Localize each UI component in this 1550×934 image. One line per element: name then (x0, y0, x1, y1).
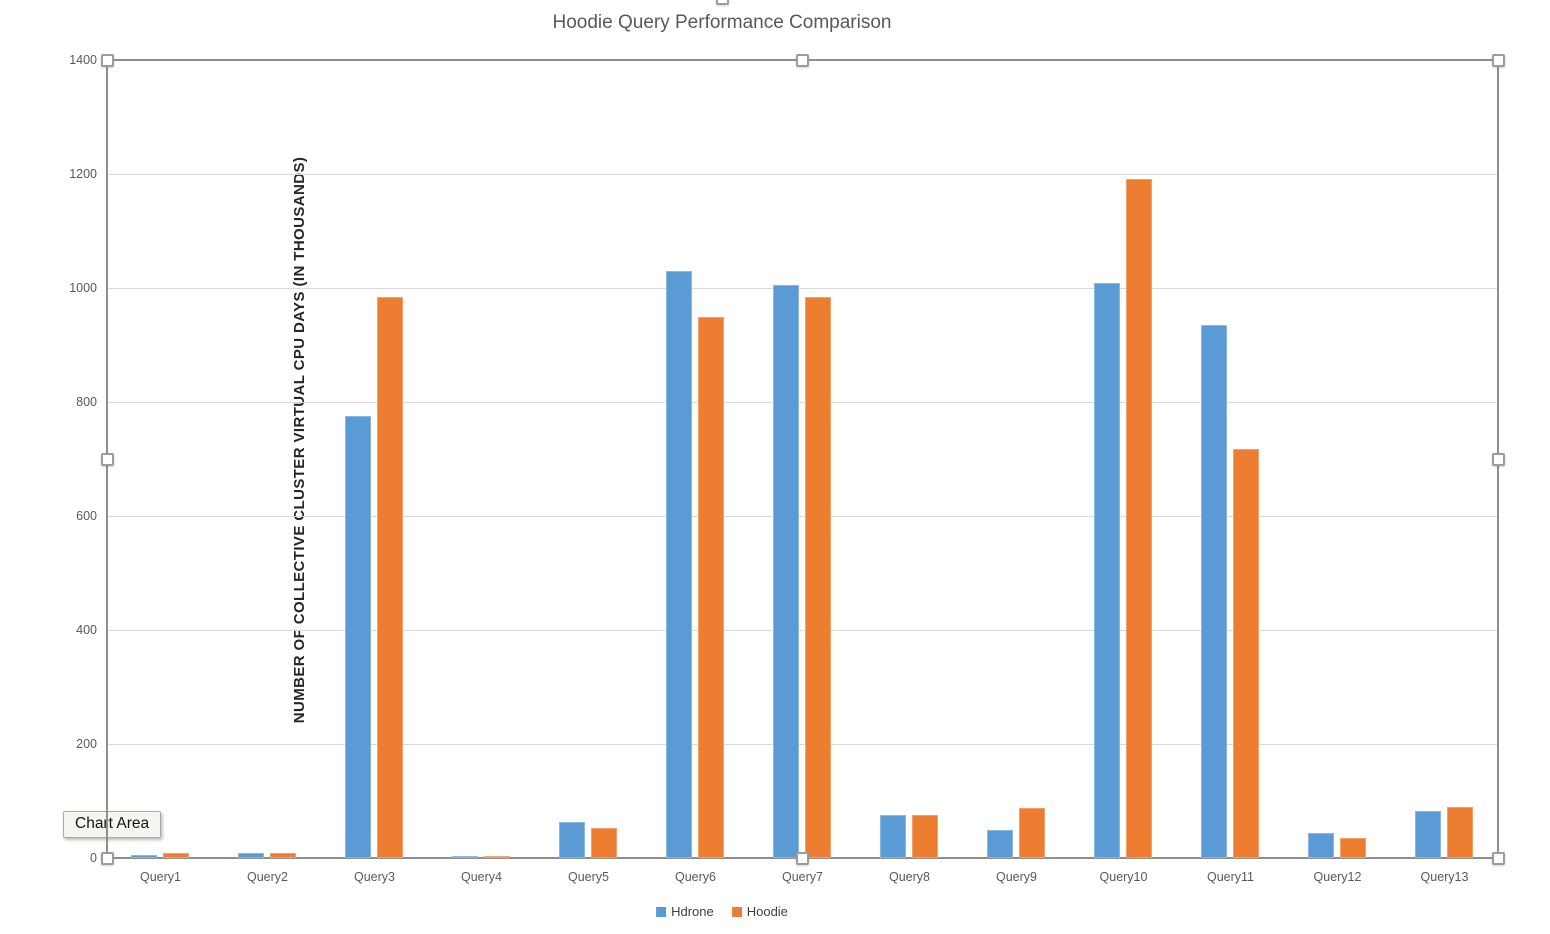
selection-handle-top-center[interactable] (796, 53, 809, 67)
x-axis-category-label: Query1 (140, 870, 181, 884)
x-axis-category-label: Query2 (247, 870, 288, 884)
legend-item-hdrone[interactable]: Hdrone (656, 904, 714, 919)
y-gridline (107, 744, 1498, 745)
bar-hoodie-query6[interactable] (697, 316, 724, 858)
bar-hdrone-query5[interactable] (558, 821, 585, 858)
bar-hdrone-query6[interactable] (665, 270, 692, 858)
y-axis-tick-label: 200 (76, 737, 97, 751)
bar-hoodie-query9[interactable] (1018, 808, 1045, 858)
x-axis-category-label: Query10 (1099, 870, 1148, 884)
bar-hoodie-query10[interactable] (1125, 178, 1152, 858)
bar-hoodie-query2[interactable] (269, 853, 296, 858)
bar-hoodie-query12[interactable] (1339, 838, 1366, 858)
y-axis-title[interactable]: NUMBER OF COLLECTIVE CLUSTER VIRTUAL CPU… (290, 156, 308, 724)
x-axis-category-label: Query6 (675, 870, 716, 884)
x-axis-category-label: Query3 (354, 870, 395, 884)
x-axis-category-label: Query4 (461, 870, 502, 884)
legend-swatch-icon (656, 906, 667, 917)
selection-handle-bottom-right[interactable] (1491, 851, 1505, 865)
legend-item-hoodie[interactable]: Hoodie (731, 904, 788, 919)
selection-handle-bottom-left[interactable] (100, 851, 114, 865)
y-axis-tick-label: 1000 (69, 281, 97, 295)
legend-label: Hoodie (746, 904, 788, 919)
y-axis-tick-label: 1400 (69, 53, 97, 67)
x-axis-category-label: Query13 (1420, 870, 1469, 884)
tooltip-label: Chart Area (75, 815, 150, 832)
selection-handle-bottom-center[interactable] (796, 851, 809, 865)
bar-hoodie-query11[interactable] (1232, 449, 1259, 858)
y-gridline (107, 402, 1498, 403)
bar-hoodie-query5[interactable] (590, 828, 617, 858)
y-gridline (107, 516, 1498, 517)
bar-hdrone-query9[interactable] (986, 829, 1013, 858)
bar-hdrone-query8[interactable] (879, 815, 906, 858)
bar-hdrone-query7[interactable] (772, 285, 799, 858)
bar-hdrone-query3[interactable] (344, 416, 371, 858)
chart-title[interactable]: Hoodie Query Performance Comparison (552, 12, 892, 33)
selection-handle-top-right[interactable] (1491, 53, 1505, 67)
legend[interactable]: Hdrone Hoodie (656, 904, 788, 919)
bar-hdrone-query13[interactable] (1414, 811, 1441, 858)
x-axis-category-label: Query12 (1313, 870, 1362, 884)
bar-hoodie-query8[interactable] (911, 815, 938, 858)
bar-hdrone-query11[interactable] (1200, 325, 1227, 858)
selection-handle-middle-right[interactable] (1491, 452, 1505, 466)
x-axis-category-label: Query5 (568, 870, 609, 884)
selection-handle-middle-left[interactable] (100, 452, 114, 466)
y-axis-tick-label: 600 (76, 509, 97, 523)
x-axis-category-label: Query7 (782, 870, 823, 884)
bar-hoodie-query4[interactable] (483, 855, 510, 858)
y-axis-tick-label: 1200 (69, 167, 97, 181)
x-axis-category-label: Query9 (996, 870, 1037, 884)
y-gridline (107, 288, 1498, 289)
bar-hdrone-query4[interactable] (451, 855, 478, 858)
selection-handle-top-left[interactable] (100, 53, 114, 67)
x-axis-category-label: Query8 (889, 870, 930, 884)
legend-label: Hdrone (671, 904, 714, 919)
bar-hoodie-query1[interactable] (162, 853, 189, 858)
bar-hdrone-query12[interactable] (1307, 832, 1334, 858)
bar-hdrone-query10[interactable] (1093, 283, 1120, 858)
y-axis-tick-label: 800 (76, 395, 97, 409)
y-gridline (107, 630, 1498, 631)
y-axis-tick-label: 0 (90, 851, 97, 865)
bar-hoodie-query3[interactable] (376, 296, 403, 858)
chart-area-tooltip: Chart Area (63, 811, 162, 838)
bar-hoodie-query13[interactable] (1446, 807, 1473, 858)
legend-swatch-icon (731, 906, 742, 917)
selection-handle-chart-top-center-partial[interactable] (715, 0, 729, 5)
bar-hdrone-query1[interactable] (130, 855, 157, 858)
x-axis-category-label: Query11 (1206, 870, 1254, 884)
y-axis-tick-label: 400 (76, 623, 97, 637)
bar-hdrone-query2[interactable] (237, 853, 264, 858)
y-gridline (107, 174, 1498, 175)
bar-hoodie-query7[interactable] (804, 296, 831, 858)
